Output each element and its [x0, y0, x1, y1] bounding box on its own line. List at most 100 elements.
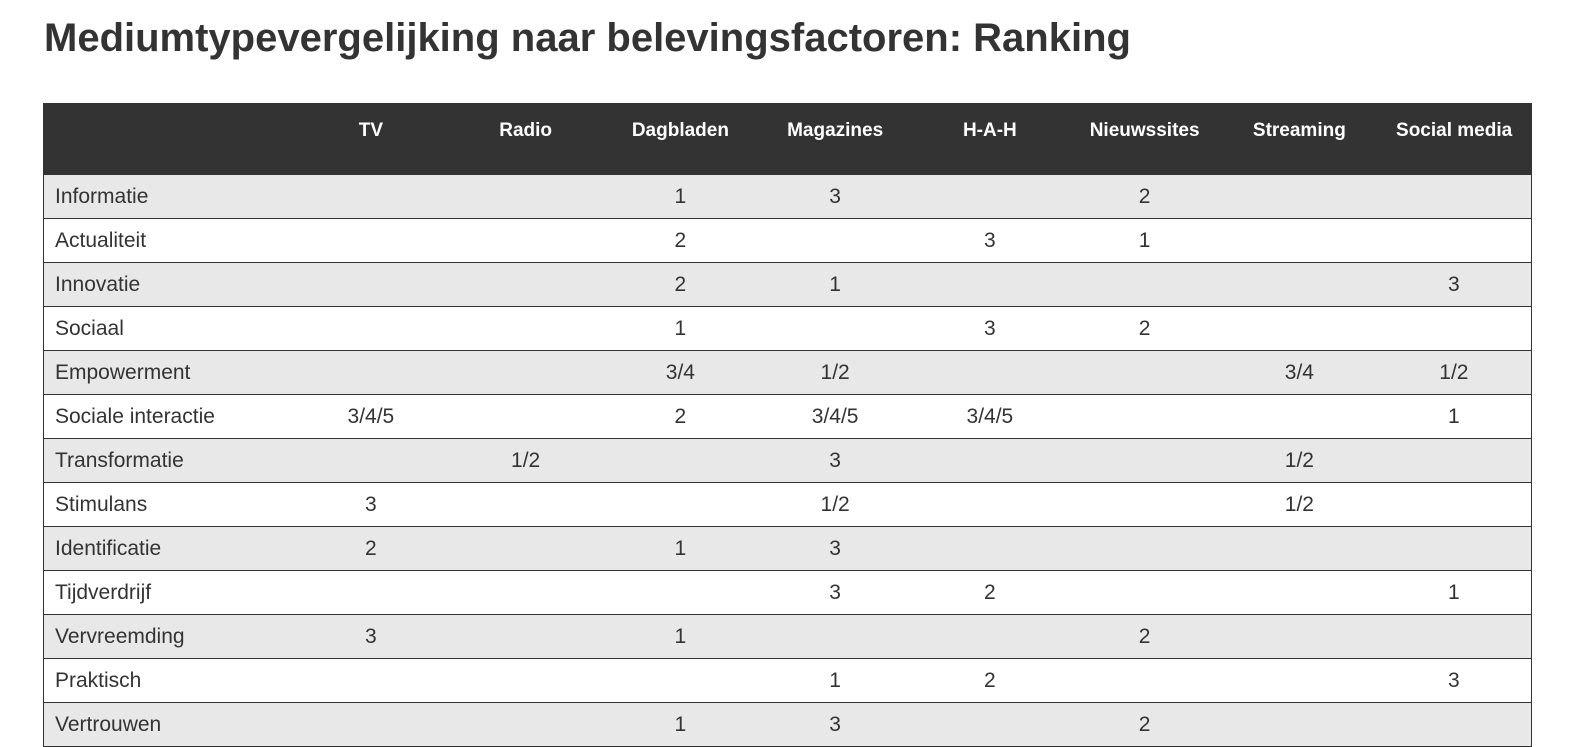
- row-label: Vervreemding: [43, 614, 294, 659]
- rank-cell: [1376, 438, 1532, 483]
- rank-cell: [293, 262, 449, 307]
- rank-cell: [1222, 526, 1377, 571]
- table-row: Innovatie 2 1 3: [43, 262, 1532, 307]
- row-label: Actualiteit: [43, 218, 294, 263]
- rank-cell: 2: [912, 658, 1068, 703]
- rank-cell: [293, 218, 449, 263]
- rank-cell: [757, 218, 913, 263]
- table-row: Actualiteit 2 3 1: [43, 218, 1532, 263]
- rank-cell: [448, 174, 603, 219]
- table-row: Sociale interactie 3/4/5 2 3/4/5 3/4/5 1: [43, 394, 1532, 439]
- rank-cell: 1: [603, 306, 758, 351]
- rank-cell: [1376, 482, 1532, 527]
- rank-cell: 3: [912, 306, 1068, 351]
- rank-cell: [1222, 218, 1377, 263]
- rank-cell: 3: [757, 526, 913, 571]
- rank-cell: 2: [1067, 614, 1222, 659]
- rank-cell: [912, 174, 1068, 219]
- rank-cell: 2: [1067, 702, 1222, 747]
- column-header-social-media: Social media: [1376, 103, 1532, 175]
- rank-cell: [912, 438, 1068, 483]
- rank-cell: [293, 174, 449, 219]
- rank-cell: 3/4: [603, 350, 758, 395]
- rank-cell: [1067, 482, 1222, 527]
- header-row: TV Radio Dagbladen Magazines H-A-H Nieuw…: [43, 103, 1532, 175]
- column-header-blank: [43, 103, 294, 175]
- rank-cell: 3: [757, 702, 913, 747]
- rank-cell: 3: [1376, 658, 1532, 703]
- rank-cell: [912, 614, 1068, 659]
- rank-cell: 1/2: [1376, 350, 1532, 395]
- rank-cell: [293, 570, 449, 615]
- column-header-radio: Radio: [447, 103, 604, 175]
- rank-cell: 1: [603, 526, 758, 571]
- page-title: Mediumtypevergelijking naar belevingsfac…: [44, 16, 1131, 60]
- rank-cell: 3: [912, 218, 1068, 263]
- ranking-table: TV Radio Dagbladen Magazines H-A-H Nieuw…: [43, 103, 1532, 747]
- rank-cell: 1/2: [448, 438, 603, 483]
- rank-cell: [757, 614, 913, 659]
- column-header-hah: H-A-H: [912, 103, 1068, 175]
- rank-cell: 1: [1376, 570, 1532, 615]
- rank-cell: 3: [293, 482, 449, 527]
- rank-cell: 1/2: [1222, 438, 1377, 483]
- rank-cell: [1222, 394, 1377, 439]
- rank-cell: 1/2: [757, 350, 913, 395]
- rank-cell: [1376, 526, 1532, 571]
- rank-cell: [448, 394, 603, 439]
- rank-cell: [757, 306, 913, 351]
- rank-cell: [1222, 702, 1377, 747]
- rank-cell: [293, 438, 449, 483]
- rank-cell: 1/2: [1222, 482, 1377, 527]
- rank-cell: 3: [757, 438, 913, 483]
- rank-cell: 1: [1376, 394, 1532, 439]
- rank-cell: 1: [603, 702, 758, 747]
- rank-cell: 1: [757, 262, 913, 307]
- rank-cell: [912, 526, 1068, 571]
- rank-cell: 2: [1067, 174, 1222, 219]
- table-row: Vertrouwen 1 3 2: [43, 702, 1532, 747]
- rank-cell: [293, 306, 449, 351]
- rank-cell: 3/4/5: [757, 394, 913, 439]
- rank-cell: [1376, 614, 1532, 659]
- rank-cell: [1067, 394, 1222, 439]
- rank-cell: [448, 570, 603, 615]
- rank-cell: 3: [293, 614, 449, 659]
- row-label: Empowerment: [43, 350, 294, 395]
- table-row: Informatie 1 3 2: [43, 174, 1532, 219]
- rank-cell: [1222, 174, 1377, 219]
- rank-cell: [1376, 306, 1532, 351]
- rank-cell: [1376, 174, 1532, 219]
- rank-cell: 3/4: [1222, 350, 1377, 395]
- row-label: Informatie: [43, 174, 294, 219]
- row-label: Stimulans: [43, 482, 294, 527]
- rank-cell: [912, 350, 1068, 395]
- rank-cell: [448, 526, 603, 571]
- rank-cell: [293, 702, 449, 747]
- rank-cell: [1222, 570, 1377, 615]
- rank-cell: [603, 658, 758, 703]
- row-label: Vertrouwen: [43, 702, 294, 747]
- rank-cell: [1067, 570, 1222, 615]
- rank-cell: [1376, 218, 1532, 263]
- rank-cell: 2: [603, 262, 758, 307]
- rank-cell: [293, 350, 449, 395]
- rank-cell: [1067, 438, 1222, 483]
- rank-cell: [1222, 262, 1377, 307]
- rank-cell: [603, 438, 758, 483]
- rank-cell: [912, 482, 1068, 527]
- column-header-dagbladen: Dagbladen: [602, 103, 759, 175]
- rank-cell: [603, 482, 758, 527]
- rank-cell: 2: [293, 526, 449, 571]
- rank-cell: 3/4/5: [912, 394, 1068, 439]
- column-header-magazines: Magazines: [757, 103, 913, 175]
- rank-cell: 2: [912, 570, 1068, 615]
- rank-cell: 2: [603, 394, 758, 439]
- column-header-nieuwssites: Nieuwssites: [1066, 103, 1223, 175]
- column-header-tv: TV: [293, 103, 449, 175]
- rank-cell: 3/4/5: [293, 394, 449, 439]
- rank-cell: 3: [757, 174, 913, 219]
- rank-cell: [1376, 702, 1532, 747]
- rank-cell: 3: [1376, 262, 1532, 307]
- table-row: Transformatie 1/2 3 1/2: [43, 438, 1532, 483]
